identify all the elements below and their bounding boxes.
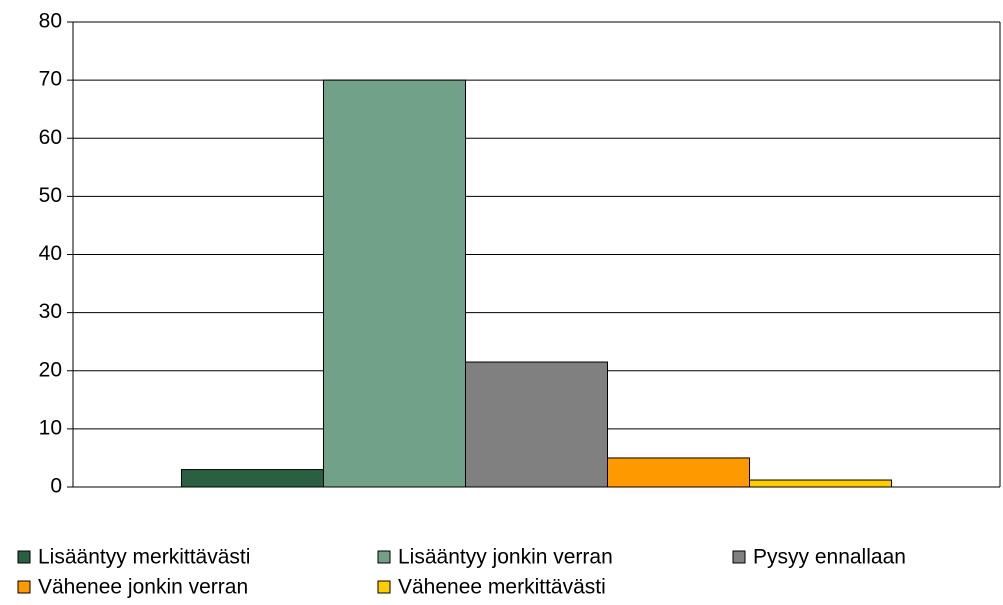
y-tick-label: 60	[39, 126, 62, 149]
y-tick-label: 70	[39, 68, 62, 91]
legend-swatch	[377, 580, 391, 594]
legend-label: Lisääntyy merkittävästi	[38, 546, 250, 569]
legend-swatch	[17, 580, 31, 594]
bar	[180, 469, 324, 488]
y-tick-label: 50	[39, 184, 62, 207]
legend-swatch	[732, 550, 746, 564]
y-tick-label: 80	[39, 10, 62, 33]
y-tick-label: 30	[39, 300, 62, 323]
legend-label: Vähenee jonkin verran	[38, 576, 248, 599]
legend-swatch	[17, 550, 31, 564]
y-tick-label: 20	[39, 358, 62, 381]
bar	[464, 361, 609, 488]
bar	[749, 479, 893, 488]
y-tick-label: 10	[39, 416, 62, 439]
bar	[607, 457, 751, 488]
legend-label: Vähenee merkittävästi	[398, 576, 606, 599]
legend-swatch	[377, 550, 391, 564]
y-tick-label: 0	[50, 475, 62, 498]
legend-label: Pysyy ennallaan	[753, 546, 906, 569]
bar	[322, 79, 466, 488]
legend-label: Lisääntyy jonkin verran	[398, 546, 613, 569]
y-tick-label: 40	[39, 242, 62, 265]
